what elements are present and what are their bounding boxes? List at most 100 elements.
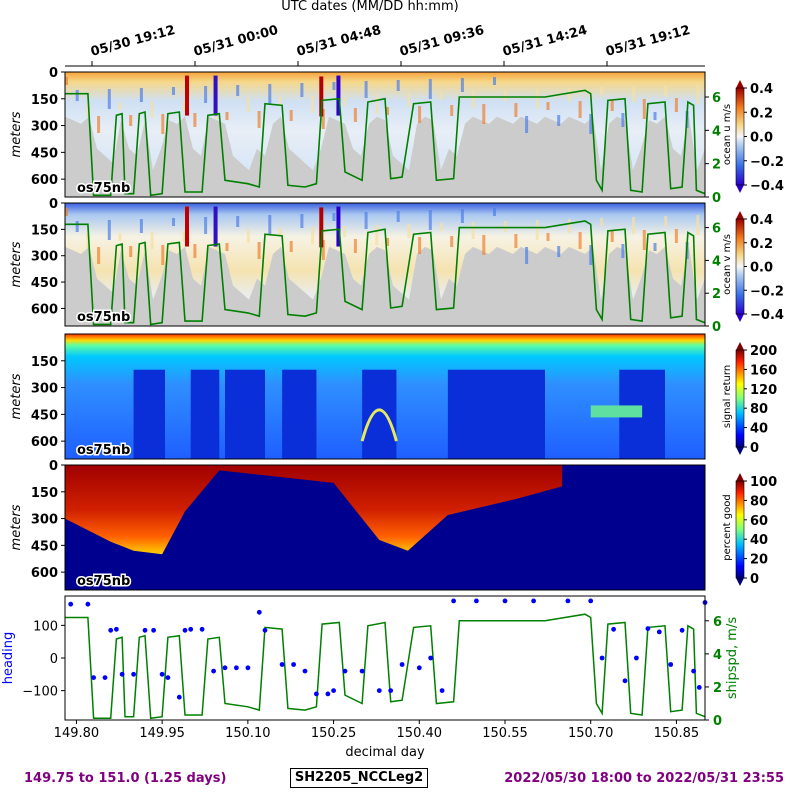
instrument-tag: os75nb	[77, 574, 130, 589]
velocity-speckle	[257, 242, 261, 259]
velocity-speckle	[139, 88, 143, 102]
heading-axis-label: heading	[1, 632, 16, 685]
heading-point	[622, 678, 628, 684]
velocity-speckle	[65, 77, 68, 85]
velocity-speckle	[343, 226, 347, 237]
velocity-speckle	[664, 216, 668, 227]
heading-point	[634, 655, 639, 661]
velocity-speckle	[557, 246, 561, 257]
y-tick-label: 0	[49, 66, 58, 81]
velocity-speckle	[65, 208, 68, 216]
velocity-speckle	[193, 113, 197, 127]
velocity-speckle	[493, 208, 496, 216]
heading-point	[91, 675, 96, 680]
ship-speed-line	[65, 220, 706, 326]
heading-point	[222, 665, 228, 671]
heading-point	[165, 675, 171, 680]
x-tick-label: 150.55	[482, 726, 528, 741]
scattering-arc	[360, 408, 398, 442]
velocity-speckle	[118, 102, 122, 110]
velocity-speckle	[364, 212, 368, 229]
heading-point	[428, 655, 434, 661]
depth-axis-label: meters	[9, 373, 24, 419]
colorbar	[735, 480, 745, 579]
velocity-speckle	[428, 79, 432, 99]
heading-point	[114, 626, 119, 632]
velocity-speckle	[321, 240, 325, 260]
y2-tick-label: 6	[712, 222, 721, 237]
y-tick-label: 450	[31, 408, 58, 423]
low-signal-block	[225, 369, 265, 459]
heading-point	[245, 665, 251, 671]
heading-point	[188, 626, 194, 632]
velocity-speckle	[246, 98, 250, 112]
y2-tick-label: 0	[712, 320, 721, 335]
heading-point	[182, 627, 188, 633]
ocean-v-panel	[64, 202, 706, 327]
good-data-region	[65, 465, 563, 555]
heading-point	[291, 662, 296, 667]
heading-point	[234, 665, 239, 671]
velocity-speckle	[610, 231, 614, 242]
velocity-speckle	[364, 81, 368, 98]
velocity-speckle	[418, 237, 422, 254]
y-tick-label: −100	[22, 685, 58, 700]
y2-tick-label: 2	[713, 681, 722, 696]
velocity-speckle	[343, 95, 347, 106]
colorbar-tick-label: 160	[750, 363, 777, 378]
heading-point	[599, 655, 605, 661]
colorbar-bottom-arrow	[736, 578, 744, 586]
velocity-speckle	[578, 232, 582, 249]
heading-panel	[61, 595, 709, 724]
velocity-streak	[185, 75, 189, 116]
x-axis-label: decimal day	[345, 745, 425, 760]
heading-point	[119, 671, 125, 677]
velocity-speckle	[107, 89, 111, 109]
y-tick-label: 600	[31, 302, 58, 317]
velocity-speckle	[600, 87, 603, 95]
heading-point	[342, 668, 348, 674]
colorbar-tick-label: 0.0	[750, 261, 773, 276]
velocity-speckle	[535, 220, 539, 240]
velocity-speckle	[300, 83, 304, 97]
heading-point	[142, 627, 148, 633]
heading-point	[302, 668, 308, 674]
low-signal-block	[362, 369, 397, 459]
velocity-speckle	[610, 100, 614, 111]
y-tick-label: 450	[31, 539, 58, 554]
velocity-speckle	[182, 100, 186, 111]
velocity-speckle	[600, 218, 603, 226]
velocity-speckle	[386, 238, 389, 246]
velocity-speckle	[150, 101, 154, 118]
heading-point	[176, 694, 182, 700]
footer-day-range: 149.75 to 151.0 (1.25 days)	[24, 771, 227, 786]
ocean-u-panel	[64, 71, 706, 198]
velocity-speckle	[514, 103, 518, 117]
heading-point	[502, 598, 508, 604]
velocity-speckle	[257, 111, 261, 128]
velocity-speckle	[589, 114, 593, 134]
colorbar-label: ocean u m/s	[722, 104, 733, 165]
velocity-speckle	[300, 214, 304, 228]
heading-point	[85, 601, 91, 607]
y-tick-label: 150	[31, 223, 58, 238]
heading-point	[388, 688, 394, 693]
velocity-speckle	[204, 86, 208, 103]
velocity-speckle	[696, 84, 700, 104]
velocity-speckle	[653, 243, 657, 251]
velocity-speckle	[353, 239, 357, 253]
velocity-speckle	[642, 230, 646, 250]
velocity-speckle	[139, 219, 143, 233]
heading-point	[656, 629, 662, 635]
colorbar-top-arrow	[736, 473, 744, 481]
colorbar-tick-label: −0.4	[750, 308, 784, 323]
heading-point	[199, 626, 205, 632]
heading-point	[531, 598, 536, 604]
colorbar-bottom-arrow	[736, 447, 744, 455]
colorbar-bottom-arrow	[736, 185, 744, 193]
velocity-speckle	[172, 87, 175, 95]
y-tick-label: 150	[31, 486, 58, 501]
velocity-streak	[319, 207, 324, 248]
colorbar-tick-label: 40	[750, 533, 768, 548]
